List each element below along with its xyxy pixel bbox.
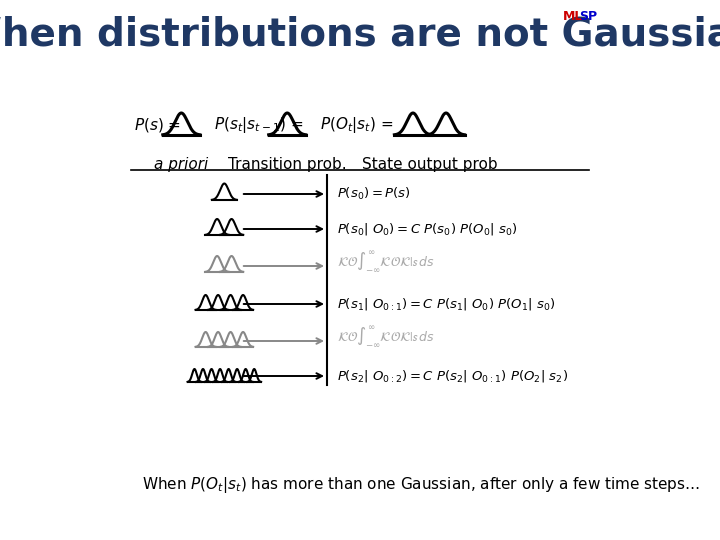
Text: ML: ML bbox=[563, 10, 584, 23]
Text: $P(s)$ =: $P(s)$ = bbox=[134, 116, 181, 134]
Text: $\mathcal{KO}\int_{-\infty}^{\infty}\mathcal{KOK|s}\,ds$: $\mathcal{KO}\int_{-\infty}^{\infty}\mat… bbox=[337, 325, 435, 349]
Text: $P(s_1|\ O_{0:1}) = C\ P(s_1|\ O_0)\ P(O_1|\ s_0)$: $P(s_1|\ O_{0:1}) = C\ P(s_1|\ O_0)\ P(O… bbox=[337, 296, 555, 312]
Text: $\mathcal{KO}\int_{-\infty}^{\infty}\mathcal{KOK|s}\,ds$: $\mathcal{KO}\int_{-\infty}^{\infty}\mat… bbox=[337, 249, 435, 275]
Text: $P(s_2|\ O_{0:2}) = C\ P(s_2|\ O_{0:1})\ P(O_2|\ s_2)$: $P(s_2|\ O_{0:2}) = C\ P(s_2|\ O_{0:1})\… bbox=[337, 368, 568, 384]
Text: Transition prob.: Transition prob. bbox=[228, 158, 346, 172]
Text: $P(s_0|\ O_0) = C\ P(s_0)\ P(O_0|\ s_0)$: $P(s_0|\ O_0) = C\ P(s_0)\ P(O_0|\ s_0)$ bbox=[337, 221, 517, 237]
Text: State output prob: State output prob bbox=[361, 158, 498, 172]
Text: $P(s_0) = P(s)$: $P(s_0) = P(s)$ bbox=[337, 186, 410, 202]
Text: a priori: a priori bbox=[154, 158, 208, 172]
Text: When $P(O_t|s_t)$ has more than one Gaussian, after only a few time steps…: When $P(O_t|s_t)$ has more than one Gaus… bbox=[142, 475, 700, 495]
Text: SP: SP bbox=[579, 10, 597, 23]
Text: $P(O_t|s_t)$ =: $P(O_t|s_t)$ = bbox=[320, 115, 394, 135]
Text: When distributions are not Gaussian: When distributions are not Gaussian bbox=[0, 16, 720, 54]
Text: $P(s_t|s_{t-1})$ =: $P(s_t|s_{t-1})$ = bbox=[215, 115, 304, 135]
